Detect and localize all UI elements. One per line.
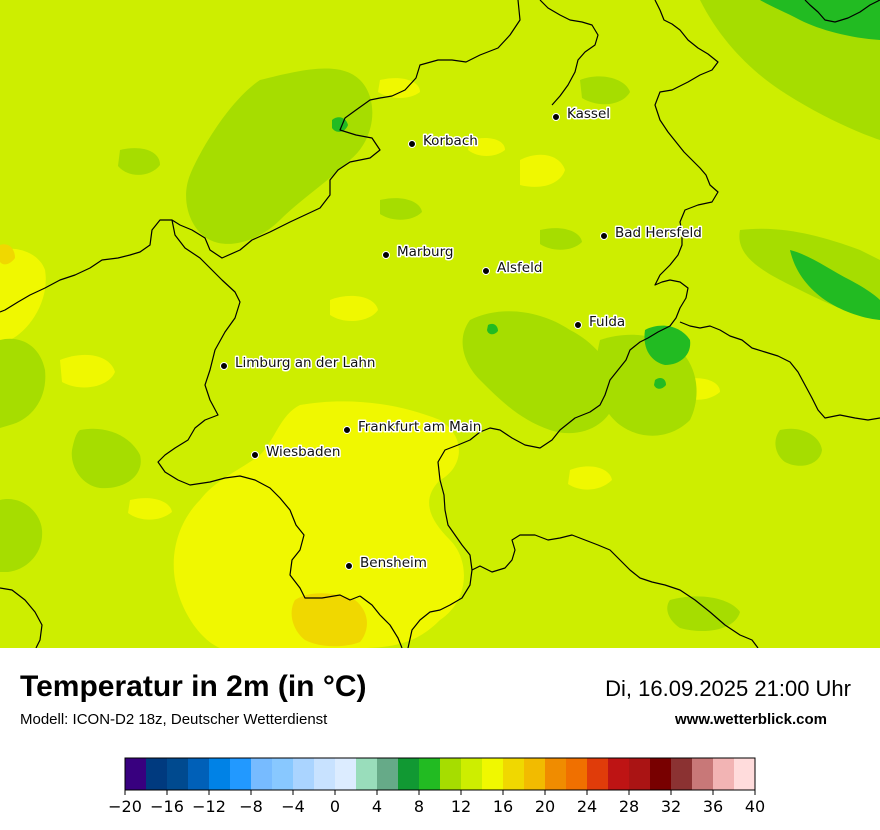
city-marker-dot <box>600 232 608 240</box>
colorbar-swatch <box>440 758 462 790</box>
city-label: Frankfurt am Main <box>358 419 481 435</box>
city-label: Limburg an der Lahn <box>235 355 375 371</box>
city-marker-dot <box>343 426 351 434</box>
city-marker-dot <box>482 267 490 275</box>
colorbar-swatch <box>629 758 651 790</box>
colorbar-swatch <box>230 758 252 790</box>
colorbar-swatch <box>503 758 525 790</box>
colorbar-swatch <box>188 758 210 790</box>
colorbar-tick-label: 32 <box>661 797 681 816</box>
colorbar-swatch <box>146 758 168 790</box>
city-label: Bensheim <box>360 555 427 571</box>
colorbar-swatch <box>671 758 693 790</box>
colorbar-tick-label: 0 <box>330 797 340 816</box>
colorbar-swatch <box>335 758 357 790</box>
colorbar-swatch <box>734 758 756 790</box>
city-label: Kassel <box>567 106 610 122</box>
city-label: Alsfeld <box>497 260 542 276</box>
colorbar-tick-label: −16 <box>150 797 184 816</box>
city-label: Bad Hersfeld <box>615 225 702 241</box>
temperature-colorbar: −20 −16 −12 −8 −4 0 4 8 12 16 20 24 28 32 36 40 <box>108 757 765 816</box>
colorbar-swatch <box>713 758 735 790</box>
city-fulda: Fulda <box>574 313 627 332</box>
colorbar-tick-label: −8 <box>239 797 263 816</box>
city-bensheim: Bensheim <box>345 554 428 573</box>
colorbar-swatch <box>692 758 714 790</box>
colorbar-swatch <box>419 758 441 790</box>
colorbar-tick-label: 40 <box>745 797 765 816</box>
city-marker-dot <box>345 562 353 570</box>
colorbar-tick-label: 4 <box>372 797 382 816</box>
colorbar-swatch <box>608 758 630 790</box>
cool-field-12-14 <box>0 0 880 632</box>
colorbar-swatch <box>545 758 567 790</box>
city-marker-dot <box>251 451 259 459</box>
colorbar-tick-label: 28 <box>619 797 639 816</box>
model-info: Modell: ICON-D2 18z, Deutscher Wetterdie… <box>20 711 328 728</box>
colorbar-swatch <box>650 758 672 790</box>
city-marker-dot <box>220 362 228 370</box>
colorbar-swatches <box>125 758 756 790</box>
city-korbach: Korbach <box>408 132 479 151</box>
city-marburg: Marburg <box>382 243 455 262</box>
colorbar-swatch <box>524 758 546 790</box>
colorbar-swatch <box>482 758 504 790</box>
colorbar-swatch <box>125 758 147 790</box>
city-marker-dot <box>574 321 582 329</box>
colorbar-swatch <box>272 758 294 790</box>
colorbar-swatch <box>314 758 336 790</box>
colorbar-swatch <box>377 758 399 790</box>
city-marker-dot <box>408 140 416 148</box>
city-frankfurt-am-main: Frankfurt am Main <box>343 418 483 437</box>
city-label: Korbach <box>423 133 478 149</box>
city-label: Fulda <box>589 314 625 330</box>
city-label: Wiesbaden <box>266 444 340 460</box>
colorbar-tick-label: −4 <box>281 797 305 816</box>
city-marker-dot <box>552 113 560 121</box>
city-kassel: Kassel <box>552 105 612 124</box>
colorbar-tick-label: 20 <box>535 797 555 816</box>
city-alsfeld: Alsfeld <box>482 259 544 278</box>
colorbar-ticks: −20 −16 −12 −8 −4 0 4 8 12 16 20 24 28 32 36 40 <box>108 790 765 816</box>
colorbar-swatch <box>356 758 378 790</box>
city-limburg-an-der-lahn: Limburg an der Lahn <box>220 354 377 373</box>
colorbar-tick-label: 16 <box>493 797 513 816</box>
forecast-datetime: Di, 16.09.2025 21:00 Uhr <box>605 676 851 701</box>
colorbar-tick-label: 8 <box>414 797 424 816</box>
warm-field-18-20-hot <box>0 244 367 647</box>
colorbar-tick-label: 36 <box>703 797 723 816</box>
colorbar-swatch <box>587 758 609 790</box>
website-link: www.wetterblick.com <box>675 711 827 728</box>
colorbar-tick-label: −12 <box>192 797 226 816</box>
colorbar-tick-label: 12 <box>451 797 471 816</box>
city-markers: Kassel Korbach Bad Hersfeld Marburg Alsfeld F… <box>220 105 703 573</box>
state-borders <box>0 0 880 648</box>
colorbar-swatch <box>461 758 483 790</box>
colorbar-swatch <box>209 758 231 790</box>
cool-field-10-12 <box>332 0 880 389</box>
city-marker-dot <box>382 251 390 259</box>
city-bad-hersfeld: Bad Hersfeld <box>600 224 703 243</box>
colorbar-tick-label: 24 <box>577 797 597 816</box>
temperature-map: Kassel Korbach Bad Hersfeld Marburg Alsfeld F… <box>0 0 880 648</box>
city-label: Marburg <box>397 244 453 260</box>
colorbar-swatch <box>167 758 189 790</box>
colorbar-swatch <box>566 758 588 790</box>
map-title: Temperatur in 2m (in °C) <box>20 670 367 703</box>
colorbar-swatch <box>293 758 315 790</box>
colorbar-swatch <box>398 758 420 790</box>
colorbar-swatch <box>251 758 273 790</box>
colorbar-tick-label: −20 <box>108 797 142 816</box>
colorbar-frame <box>124 757 756 791</box>
warm-field-18-20 <box>0 78 720 648</box>
city-wiesbaden: Wiesbaden <box>251 443 342 462</box>
